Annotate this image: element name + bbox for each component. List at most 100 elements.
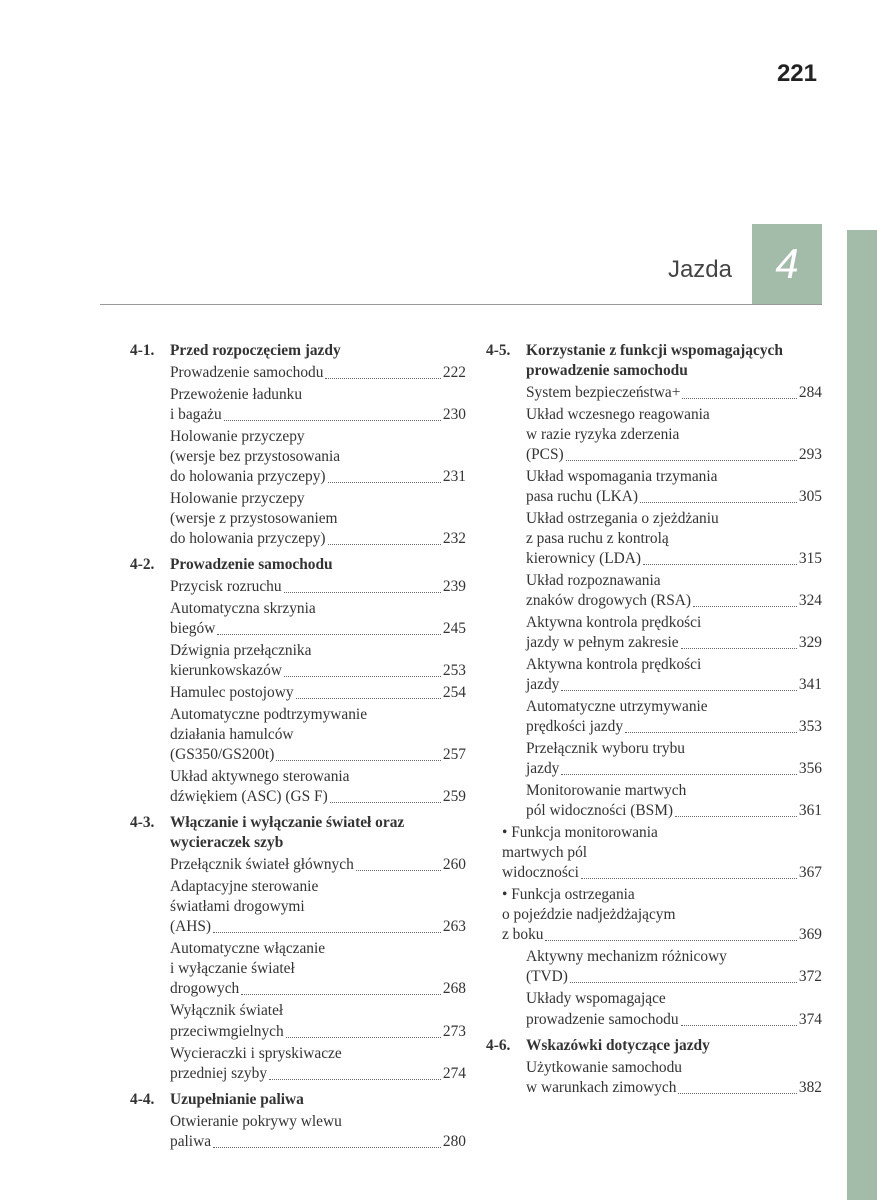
toc-columns: 4-1.Przed rozpoczęciem jazdyProwadzenie … (130, 335, 822, 1152)
toc-entry-text: jazdy (526, 675, 559, 695)
toc-entry-text: kierunkowskazów (170, 661, 282, 681)
toc-entry-text: Układ wspomagania trzymania (526, 467, 717, 487)
toc-entry-text: Układ ostrzegania o zjeżdżaniu (526, 509, 719, 529)
toc-entry-text: martwych pól (502, 843, 587, 863)
toc-entry: Wyłącznik światełprzeciwmgielnych273 (130, 1001, 466, 1041)
toc-right-column: 4-5.Korzystanie z funkcji wspomagających… (486, 335, 822, 1152)
toc-entry-text: Adaptacyjne sterowanie (170, 877, 318, 897)
chapter-title: Jazda (100, 256, 752, 304)
toc-entry-page: 353 (799, 717, 822, 737)
toc-section-heading: 4-4.Uzupełnianie paliwa (130, 1090, 466, 1110)
toc-leader (561, 774, 797, 775)
toc-entry-text: Holowanie przyczepy (170, 489, 305, 509)
chapter-header: Jazda 4 (100, 225, 822, 305)
toc-leader (625, 732, 797, 733)
toc-entry-text: Przełącznik wyboru trybu (526, 739, 685, 759)
chapter-number-box: 4 (752, 224, 822, 304)
section-number: 4-1. (130, 341, 170, 361)
toc-entry-page: 257 (443, 745, 466, 765)
section-title: Przed rozpoczęciem jazdy (170, 341, 466, 361)
toc-entry-page: 367 (799, 863, 822, 883)
toc-entry-text: widoczności (502, 863, 579, 883)
toc-entry: Układy wspomagająceprowadzenie samochodu… (486, 989, 822, 1029)
toc-entry: Układ wspomagania trzymaniapasa ruchu (L… (486, 467, 822, 507)
toc-leader (286, 1037, 441, 1038)
toc-entry-page: 260 (443, 855, 466, 875)
toc-leader (681, 648, 797, 649)
toc-leader (213, 932, 441, 933)
toc-entry-page: 341 (799, 675, 822, 695)
toc-leader (581, 878, 797, 879)
toc-entry-text: do holowania przyczepy) (170, 467, 326, 487)
toc-leader (566, 460, 797, 461)
toc-entry-text: z pasa ruchu z kontrolą (526, 529, 669, 549)
toc-leader (328, 544, 441, 545)
toc-leader (276, 760, 441, 761)
toc-entry-page: 245 (443, 619, 466, 639)
toc-entry-text: Funkcja ostrzegania (502, 885, 635, 905)
toc-entry-text: paliwa (170, 1132, 211, 1152)
toc-entry-page: 253 (443, 661, 466, 681)
toc-leader (640, 502, 797, 503)
toc-entry-text: pasa ruchu (LKA) (526, 487, 638, 507)
toc-entry-text: jazdy w pełnym zakresie (526, 633, 679, 653)
toc-leader (325, 378, 440, 379)
toc-entry: Przycisk rozruchu239 (130, 577, 466, 597)
toc-entry-text: prowadzenie samochodu (526, 1010, 679, 1030)
toc-entry-page: 273 (443, 1022, 466, 1042)
toc-leader (545, 940, 796, 941)
toc-entry-text: Układy wspomagające (526, 989, 666, 1009)
toc-entry: Holowanie przyczepy(wersje z przystosowa… (130, 489, 466, 549)
section-title: Korzystanie z funkcji wspomagających pro… (526, 341, 822, 381)
toc-leader (570, 982, 797, 983)
toc-entry-text: w razie ryzyka zderzenia (526, 425, 679, 445)
toc-entry-page: 284 (799, 383, 822, 403)
section-title: Włączanie i wyłączanie świateł oraz wyci… (170, 813, 466, 853)
toc-entry-page: 382 (799, 1078, 822, 1098)
toc-section-heading: 4-5.Korzystanie z funkcji wspomagających… (486, 341, 822, 381)
toc-leader (328, 482, 441, 483)
toc-entry-text: z boku (502, 925, 543, 945)
toc-entry-page: 263 (443, 917, 466, 937)
toc-leader (284, 592, 441, 593)
toc-entry: System bezpieczeństwa+ 284 (486, 383, 822, 403)
toc-entry: Przełącznik świateł głównych260 (130, 855, 466, 875)
toc-entry-text: kierownicy (LDA) (526, 549, 641, 569)
toc-entry-text: Przycisk rozruchu (170, 577, 282, 597)
toc-leader (330, 802, 441, 803)
toc-entry-text: Holowanie przyczepy (170, 427, 305, 447)
toc-entry: Automatyczne utrzymywanieprędkości jazdy… (486, 697, 822, 737)
toc-entry-text: pól widoczności (BSM) (526, 801, 673, 821)
toc-entry-text: przedniej szyby (170, 1064, 267, 1084)
toc-entry: Funkcja ostrzeganiao pojeździe nadjeżdża… (486, 885, 822, 945)
toc-entry-text: Użytkowanie samochodu (526, 1058, 682, 1078)
toc-entry-text: System bezpieczeństwa+ (526, 383, 680, 403)
toc-entry: Użytkowanie samochoduw warunkach zimowyc… (486, 1058, 822, 1098)
toc-entry: Automatyczne włączaniei wyłączanie świat… (130, 939, 466, 999)
toc-entry-text: i wyłączanie świateł (170, 959, 295, 979)
toc-entry: Przewożenie ładunkui bagażu230 (130, 385, 466, 425)
toc-entry-text: Przewożenie ładunku (170, 385, 302, 405)
toc-leader (675, 816, 797, 817)
toc-entry-text: (wersje bez przystosowania (170, 447, 340, 467)
toc-entry-text: działania hamulców (170, 725, 294, 745)
toc-entry: Hamulec postojowy254 (130, 683, 466, 703)
section-number: 4-4. (130, 1090, 170, 1110)
toc-leader (682, 398, 796, 399)
toc-left-column: 4-1.Przed rozpoczęciem jazdyProwadzenie … (130, 335, 466, 1152)
toc-entry-page: 254 (443, 683, 466, 703)
toc-leader (213, 1147, 441, 1148)
toc-entry: Funkcja monitorowaniamartwych pólwidoczn… (486, 823, 822, 883)
toc-entry: Układ aktywnego sterowaniadźwiękiem (ASC… (130, 767, 466, 807)
toc-entry-text: o pojeździe nadjeżdżającym (502, 905, 675, 925)
section-number: 4-2. (130, 555, 170, 575)
section-title: Uzupełnianie paliwa (170, 1090, 466, 1110)
toc-leader (681, 1025, 797, 1026)
toc-entry-text: do holowania przyczepy) (170, 529, 326, 549)
toc-entry: Przełącznik wyboru trybujazdy356 (486, 739, 822, 779)
toc-entry-text: dźwiękiem (ASC) (GS F) (170, 787, 328, 807)
toc-entry-text: Wycieraczki i spryskiwacze (170, 1044, 342, 1064)
toc-entry-text: Funkcja monitorowania (502, 823, 658, 843)
toc-entry: Monitorowanie martwychpól widoczności (B… (486, 781, 822, 821)
toc-leader (693, 606, 797, 607)
